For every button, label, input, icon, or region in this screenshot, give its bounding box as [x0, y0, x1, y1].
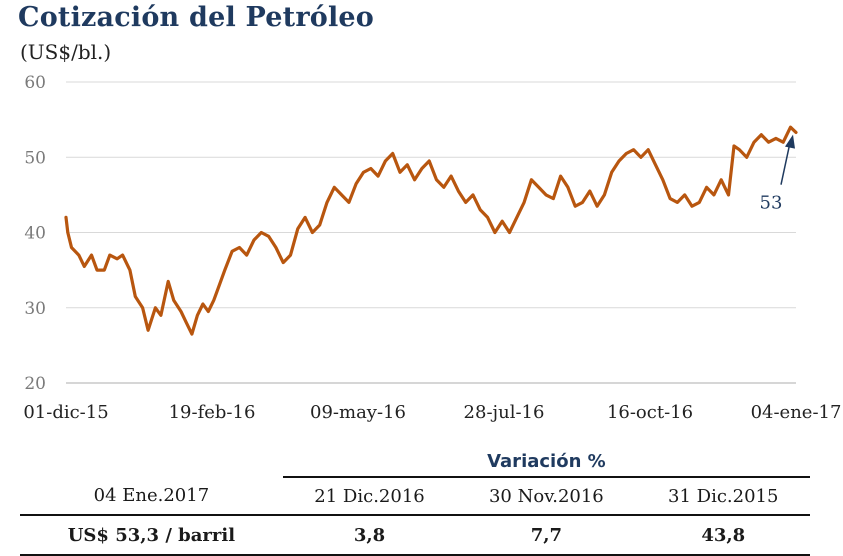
annotation-arrow-line [780, 142, 791, 185]
variation-header: Variación % [282, 446, 810, 478]
oil-price-chart: 20 30 40 50 60 01-dic-15 19-feb-16 09-may-16 28-… [23, 73, 842, 423]
y-tick-label: 50 [24, 148, 46, 168]
x-tick-label: 04-ene-17 [751, 402, 842, 423]
col-current-date: 04 Ene.2017 [20, 477, 283, 516]
y-tick-label: 40 [24, 224, 46, 244]
price-line [64, 125, 798, 336]
y-tick-label: 30 [24, 299, 46, 319]
x-tick-label: 28-jul-16 [464, 402, 545, 423]
x-tick-label: 01-dic-15 [23, 402, 108, 423]
col-date-3: 31 Dic.2015 [636, 477, 810, 516]
col-date-1: 21 Dic.2016 [282, 477, 457, 516]
variation-table: Variación % 04 Ene.2017 21 Dic.2016 30 N… [20, 446, 810, 556]
x-tick-label: 19-feb-16 [169, 402, 256, 423]
y-tick-label: 60 [24, 73, 46, 93]
annotation-arrowhead [785, 134, 795, 149]
table-blank-cell [20, 446, 283, 477]
annotation-label: 53 [760, 193, 783, 214]
y-axis-unit: (US$/bl.) [20, 40, 112, 64]
col-date-2: 30 Nov.2016 [456, 477, 637, 516]
variation-2: 7,7 [456, 515, 637, 556]
x-tick-label: 09-may-16 [310, 402, 406, 423]
x-tick-label: 16-oct-16 [607, 402, 693, 423]
page-title: Cotización del Petróleo [18, 2, 375, 33]
variation-1: 3,8 [282, 515, 457, 556]
current-price: US$ 53,3 / barril [20, 515, 283, 556]
y-tick-label: 20 [24, 374, 46, 394]
variation-3: 43,8 [636, 515, 810, 556]
